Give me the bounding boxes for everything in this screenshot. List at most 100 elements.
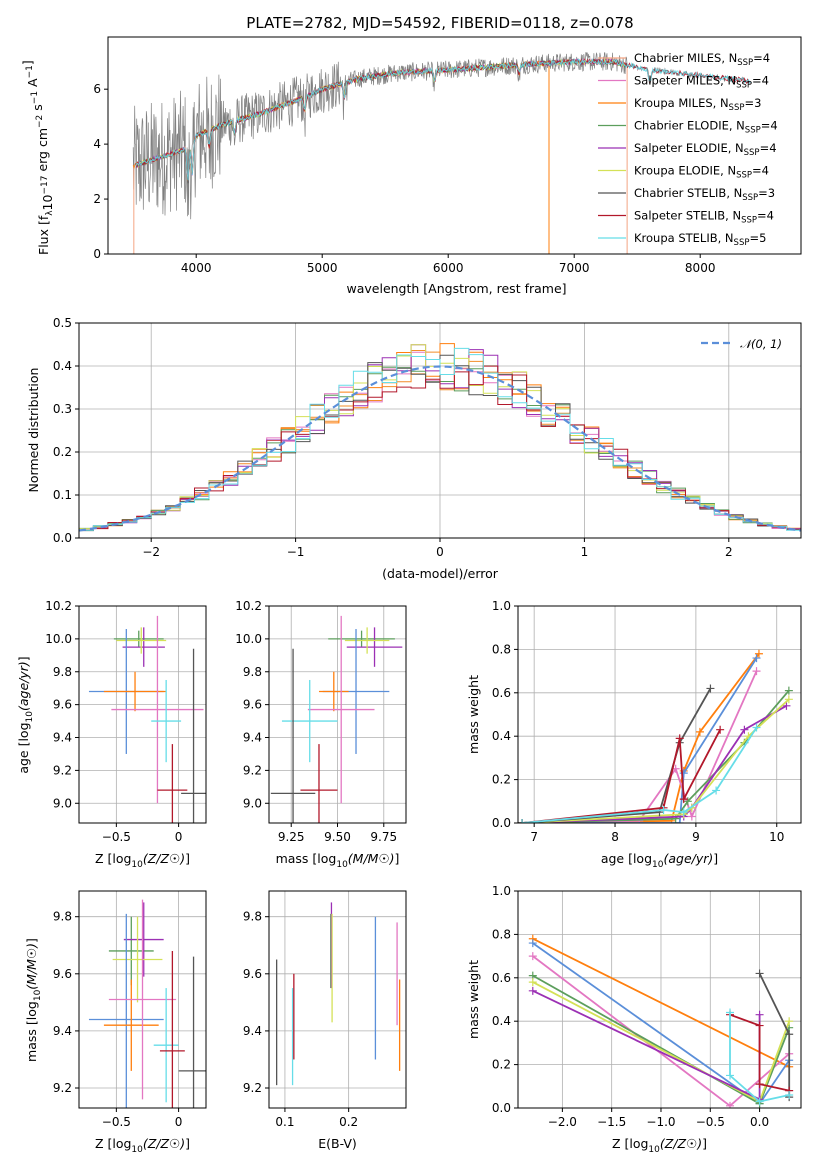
y-axis-label: mass [log10(M/M☉)] bbox=[24, 938, 43, 1062]
y-tick-label: 9.8 bbox=[53, 665, 72, 679]
y-tick-label: 0.4 bbox=[492, 1014, 511, 1028]
y-tick-label: 9.4 bbox=[243, 1024, 262, 1038]
mass-weight-marker bbox=[785, 1017, 794, 1026]
axis-label-part: Z [log bbox=[95, 1136, 131, 1151]
residual-histogram-panel: −2 −1 0 1 2 0.0 0.1 0.2 0.3 0.4 0.5 𝒩(0, 1) (data-mo… bbox=[26, 316, 802, 581]
x-tick-label: 5000 bbox=[307, 261, 338, 275]
mass-weight-line bbox=[729, 1013, 790, 1092]
legend-entry-main: Kroupa ELODIE, N bbox=[634, 164, 736, 178]
model-spectrum-line bbox=[135, 57, 751, 181]
x-axis-label: Z [log10(Z/Z☉)] bbox=[95, 851, 190, 870]
y-tick-label: 9.0 bbox=[243, 796, 262, 810]
y-tick-label: 0.0 bbox=[53, 531, 72, 545]
y-tick-label: 9.4 bbox=[53, 731, 72, 745]
y-tick-label: 0.3 bbox=[53, 402, 72, 416]
mass-weight-marker bbox=[754, 649, 763, 658]
x-axis-label: E(B-V) bbox=[318, 1136, 357, 1151]
y-axis-label-part: −17 bbox=[40, 176, 50, 195]
mass-weight-marker bbox=[712, 786, 721, 795]
y-tick-label: 0.0 bbox=[492, 1101, 511, 1115]
axis-label-math: (age/yr) bbox=[663, 851, 713, 866]
mass-weight-marker bbox=[755, 1021, 764, 1030]
y-tick-label: 0.2 bbox=[53, 445, 72, 459]
axis-label-part: ] bbox=[713, 851, 718, 866]
plot-area bbox=[132, 52, 751, 254]
axis-label-sub: 10 bbox=[131, 1145, 143, 1155]
y-tick-label: 0.4 bbox=[53, 359, 72, 373]
plot-area bbox=[88, 615, 206, 823]
mass-weight-marker bbox=[755, 1080, 764, 1089]
plot-area bbox=[528, 934, 794, 1108]
x-tick-label: −1.0 bbox=[646, 1115, 675, 1129]
plot-area bbox=[518, 649, 793, 823]
y-axis-label-part: A bbox=[25, 78, 40, 91]
y-tick-label: 9.4 bbox=[53, 1024, 72, 1038]
mass-weight-marker bbox=[784, 686, 793, 695]
mass-weight-marker bbox=[528, 939, 537, 948]
y-tick-label: 10.0 bbox=[45, 632, 72, 646]
legend-entry: Kroupa MILES, NSSP=3 bbox=[634, 96, 761, 113]
x-axis-label: wavelength [Angstrom, rest frame] bbox=[347, 281, 567, 296]
axis-label-part: age [log bbox=[601, 851, 652, 866]
mass-weight-marker bbox=[752, 654, 761, 663]
mass-weight-marker bbox=[528, 952, 537, 961]
x-tick-label: 2 bbox=[725, 545, 733, 559]
axis-label-math: (Z/Z☉) bbox=[660, 1136, 702, 1151]
y-tick-label: 0 bbox=[93, 247, 101, 261]
x-axis-label: mass [log10(M/M☉)] bbox=[276, 851, 400, 870]
axes-frame bbox=[517, 890, 802, 1109]
axis-label-part: Z [log bbox=[95, 851, 131, 866]
legend-entry-main: Chabrier ELODIE, N bbox=[634, 119, 745, 133]
axes-frame bbox=[78, 890, 207, 1109]
y-tick-label: 0.8 bbox=[492, 927, 511, 941]
x-tick-label: −0.5 bbox=[102, 830, 131, 844]
x-tick-label: 0 bbox=[175, 1115, 183, 1129]
legend-entry-tail: =4 bbox=[757, 209, 774, 223]
x-axis-label: age [log10(age/yr)] bbox=[601, 851, 718, 870]
mass-weight-marker bbox=[755, 1097, 764, 1106]
y-tick-label: 0.4 bbox=[492, 729, 511, 743]
y-tick-label: 9.6 bbox=[53, 967, 72, 981]
mass-weight-marker bbox=[518, 819, 527, 823]
y-tick-label: 1.0 bbox=[492, 599, 511, 613]
mass-weight-marker bbox=[726, 1101, 735, 1108]
axis-label-part: mass [log bbox=[24, 1001, 39, 1062]
y-axis-label-part: −1 bbox=[30, 91, 40, 104]
mass-weight-line bbox=[532, 989, 761, 1101]
axes-frame bbox=[107, 36, 802, 255]
y-tick-label: 0.2 bbox=[492, 773, 511, 787]
y-axis-label-part: s bbox=[30, 104, 45, 115]
mass-weight-marker bbox=[726, 1008, 735, 1017]
mass-weight-line bbox=[521, 727, 758, 823]
legend-entry-sub: SSP bbox=[742, 193, 758, 203]
legend-entry-sub: SSP bbox=[729, 103, 745, 113]
mass-weight-marker bbox=[695, 727, 704, 736]
axis-label-part: Z [log bbox=[612, 1136, 648, 1151]
x-tick-label: 1 bbox=[581, 545, 589, 559]
y-axis-label: Flux [fλ10−17 erg cm−2 s−1 A−1] bbox=[20, 60, 55, 255]
mass-weight-marker bbox=[726, 1071, 735, 1080]
mass-vs-ebv-panel: 0.1 0.2 9.2 9.4 9.6 9.8 E(B-V) bbox=[243, 890, 407, 1151]
mass-weight-marker bbox=[752, 667, 761, 676]
mass-weight-marker bbox=[679, 808, 688, 817]
x-tick-label: 7000 bbox=[559, 261, 590, 275]
mass-weight-line bbox=[521, 705, 787, 823]
x-tick-label: 9 bbox=[692, 830, 700, 844]
mass-weight-marker bbox=[706, 684, 715, 693]
plot-area bbox=[270, 615, 403, 823]
legend-entry-tail: =4 bbox=[760, 141, 777, 155]
legend-entry-sub: SSP bbox=[737, 58, 753, 68]
legend-entry-tail: =3 bbox=[744, 96, 761, 110]
y-axis-label-part: −1 bbox=[25, 65, 35, 78]
axes-frame bbox=[268, 890, 407, 1109]
mass-weight-marker bbox=[659, 805, 668, 814]
legend-entry: Kroupa ELODIE, NSSP=4 bbox=[634, 164, 769, 181]
y-tick-label: 10.2 bbox=[45, 599, 72, 613]
mass-weight-line bbox=[522, 657, 758, 823]
y-tick-label: 10.2 bbox=[235, 599, 262, 613]
legend-entry-tail: =3 bbox=[758, 186, 775, 200]
x-tick-label: −0.5 bbox=[102, 1115, 131, 1129]
axis-label-part: ] bbox=[24, 938, 39, 943]
legend-entry-main: Salpeter MILES, N bbox=[634, 74, 736, 88]
